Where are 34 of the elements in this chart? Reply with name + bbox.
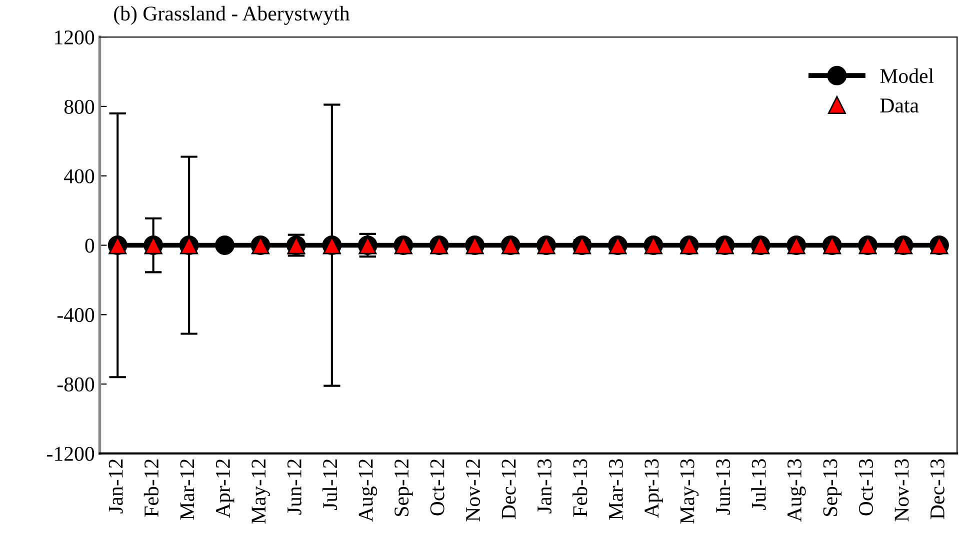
x-tick-label: Aug-13 [787, 459, 806, 522]
x-tick-label: Jul-13 [751, 459, 766, 510]
x-tick-label: Jun-12 [287, 459, 302, 515]
x-tick-label: Jul-12 [322, 459, 338, 510]
x-tick-label: May-12 [252, 459, 270, 524]
chart-title: (b) Grassland - Aberystwyth [114, 6, 350, 25]
x-tick-label: Nov-12 [466, 459, 480, 522]
x-tick-label: Nov-13 [894, 459, 909, 522]
x-tick-label: Feb-12 [144, 459, 159, 517]
x-tick-label: Apr-12 [216, 459, 234, 518]
legend-label: Model [880, 68, 934, 84]
x-tick-label: Dec-13 [930, 459, 944, 520]
x-tick-label: Oct-12 [430, 459, 444, 516]
x-tick-label: Mar-12 [180, 459, 194, 520]
x-tick-label: Feb-13 [572, 459, 588, 517]
x-tick-label: Sep-13 [823, 459, 842, 516]
x-tick-label: Jan-13 [537, 459, 552, 514]
y-tick-label: 400 [64, 169, 94, 184]
y-tick-label: 0 [85, 238, 94, 253]
x-tick-label: May-13 [680, 459, 699, 524]
x-tick-label: Sep-12 [394, 459, 413, 516]
y-tick-label: 800 [64, 100, 94, 114]
x-tick-label: Mar-13 [608, 459, 623, 520]
y-tick-label: 1200 [55, 30, 94, 44]
x-tick-label: Oct-13 [858, 459, 873, 516]
x-tick-label: Apr-13 [644, 459, 663, 518]
x-tick-label: Aug-12 [358, 459, 378, 522]
x-tick-label: Dec-12 [502, 459, 516, 520]
y-tick-label: -1200 [47, 446, 94, 461]
x-tick-label: Jan-12 [108, 459, 123, 514]
y-tick-label: -400 [57, 308, 94, 322]
legend-label: Data [880, 98, 919, 113]
y-tick-label: -800 [57, 377, 94, 392]
x-tick-label: Jun-13 [716, 459, 730, 515]
